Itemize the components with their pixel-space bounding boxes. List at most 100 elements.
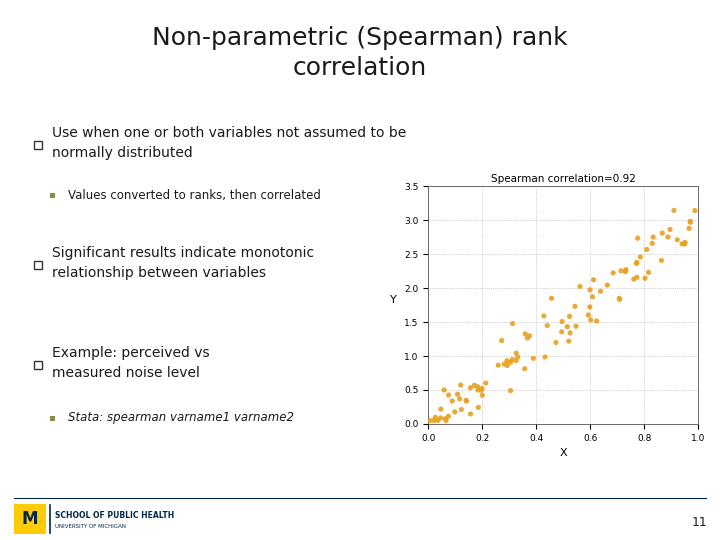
Point [557,317,568,326]
Point [521,334,533,342]
Point [432,416,444,425]
Point [428,416,440,425]
Point [438,386,450,394]
Point [443,412,454,421]
Bar [34,261,42,269]
Point [519,329,531,338]
Point [541,321,553,330]
Point [679,240,690,248]
Point [564,312,575,321]
Point [523,332,535,340]
Text: 11: 11 [692,516,708,529]
Point [498,360,510,368]
Point [574,282,585,291]
Point [424,416,436,425]
Point [435,414,446,422]
Point [562,322,573,331]
Point [461,397,472,406]
Point [570,322,582,330]
Point [446,397,458,406]
Point [647,239,658,248]
Bar [34,361,42,369]
Point [584,302,595,311]
Point [615,267,626,275]
Point [619,267,631,275]
Point [643,268,654,276]
Point [528,354,539,363]
Point [614,295,626,303]
Bar [50,192,55,198]
Point [641,245,652,254]
Point [430,413,441,422]
Text: Stata: spearman varname1 varname2: Stata: spearman varname1 varname2 [68,411,294,424]
Text: SCHOOL OF PUBLIC HEALTH: SCHOOL OF PUBLIC HEALTH [55,510,174,519]
Point [584,286,595,294]
Point [631,259,642,268]
Text: Non-parametric (Spearman) rank: Non-parametric (Spearman) rank [152,26,568,50]
Point [556,327,567,336]
Point [519,364,531,373]
Point [585,315,596,324]
Point [588,275,599,284]
Bar [50,415,55,421]
Point [492,361,504,369]
Title: Spearman correlation=0.92: Spearman correlation=0.92 [491,174,636,184]
Point [443,391,454,400]
Point [639,274,651,282]
Point [538,312,549,320]
Point [475,386,487,395]
Point [665,225,676,234]
Point [563,337,575,346]
Point [435,405,446,414]
Point [680,238,691,247]
Point [512,353,523,361]
Point [657,229,668,238]
Point [595,287,606,295]
Text: UNIVERSITY OF MICHIGAN: UNIVERSITY OF MICHIGAN [55,524,126,530]
Point [472,403,484,411]
Bar [34,141,42,149]
Point [587,293,598,301]
Text: Values converted to ranks, then correlated: Values converted to ranks, then correlat… [68,188,321,201]
Point [685,218,696,227]
Point [472,382,483,391]
Point [464,410,476,418]
X-axis label: X: X [559,448,567,458]
Point [631,258,642,267]
Point [449,408,461,416]
Point [634,253,646,261]
Point [685,217,696,226]
Point [501,356,513,365]
Point [546,294,557,302]
Point [668,206,680,215]
Point [591,316,603,325]
Point [672,235,683,244]
Point [440,414,451,423]
Text: Significant results indicate monotonic
relationship between variables: Significant results indicate monotonic r… [52,246,314,280]
Point [440,416,451,425]
Point [628,275,639,284]
Point [477,391,488,400]
Point [608,268,619,277]
Bar [14,504,46,534]
Point [477,384,488,393]
Point [510,349,522,357]
Point [465,383,477,392]
Point [539,353,551,361]
Point [620,267,631,276]
Point [631,273,643,282]
Point [454,395,465,403]
Point [582,310,594,319]
Point [502,361,513,370]
Text: correlation: correlation [293,56,427,80]
Point [601,281,613,289]
Point [496,336,508,345]
Point [689,206,701,215]
Point [456,405,467,414]
Point [505,358,516,367]
Point [507,319,518,328]
Point [510,356,522,365]
Point [676,240,688,248]
Point [480,379,492,387]
Text: Example: perceived vs
measured noise level: Example: perceived vs measured noise lev… [52,346,210,380]
